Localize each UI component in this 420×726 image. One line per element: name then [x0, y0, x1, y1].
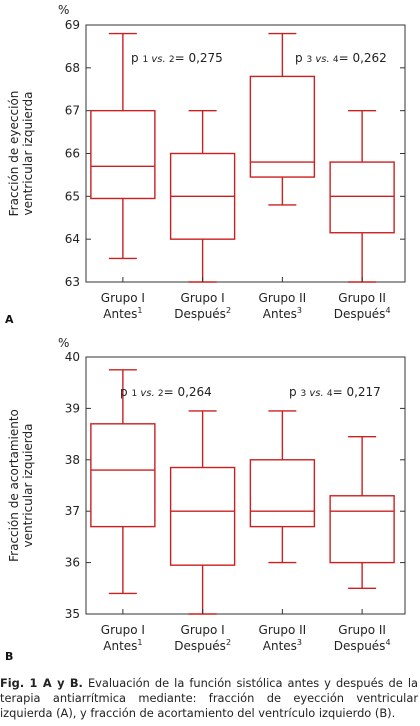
category-superscript: 4 [385, 306, 390, 315]
panel-a-category-sublabel: Antes1 [103, 306, 142, 321]
group-index-a: 1 [142, 55, 148, 65]
category-superscript: 2 [226, 638, 231, 647]
caption-label: Fig. 1 A y B. [0, 676, 83, 690]
p-value: = 0,264 [164, 385, 212, 399]
panel-b-box-3 [249, 410, 316, 564]
p-symbol: p [131, 51, 142, 65]
panel-b-y-axis-label: Fracción de acortamiento [7, 409, 21, 562]
panel-b-box-2 [169, 410, 236, 615]
panel-a-ytick-label: 68 [65, 61, 80, 75]
group-index-a: 3 [306, 55, 312, 65]
vs-text: vs. [137, 388, 158, 399]
panel-a-ytick-label: 64 [65, 232, 80, 246]
p-value: = 0,275 [175, 51, 223, 65]
p-symbol: p [295, 51, 306, 65]
panel-b-category-label: Grupo I [181, 623, 225, 637]
panel-a-ytick-label: 63 [65, 275, 80, 289]
panel-a-y-axis-label: ventricular izquierda [21, 92, 35, 216]
category-phase: Antes [263, 639, 297, 653]
panel-b-box-1 [90, 369, 156, 595]
panel-a-chart: % 63 64 65 66 67 68 69 Fracción de eyección ventr… [5, 3, 406, 326]
panel-b-ytick-label: 39 [65, 401, 80, 415]
panel-b-category-sublabel: Después2 [174, 638, 231, 653]
iqr-box [249, 459, 316, 528]
panel-b-p-value-annotation: p 3 vs. 4= 0,217 [289, 385, 381, 399]
category-superscript: 2 [226, 306, 231, 315]
panel-a-category-sublabel: Antes3 [263, 306, 302, 321]
caption-text: Evaluación de la función sistólica antes… [0, 676, 418, 720]
category-phase: Después [174, 639, 226, 653]
category-superscript: 3 [297, 638, 302, 647]
panel-b-category-sublabel: Antes3 [263, 638, 302, 653]
panel-a-box-3 [249, 32, 316, 206]
p-value: = 0,262 [339, 51, 387, 65]
panel-b-ytick-label: 37 [65, 504, 80, 518]
iqr-box [329, 161, 395, 234]
category-superscript: 3 [297, 306, 302, 315]
group-index-b: 4 [327, 389, 333, 399]
panel-a-unit-label: % [58, 3, 69, 17]
panel-a-category-sublabel: Después2 [174, 306, 231, 321]
panel-a-ytick-label: 69 [65, 18, 80, 32]
iqr-box [249, 75, 316, 178]
vs-text: vs. [148, 54, 169, 65]
panel-a-category-label: Grupo II [259, 291, 307, 305]
panel-b-ytick-label: 35 [65, 607, 80, 621]
panel-b-category-sublabel: Después4 [334, 638, 391, 653]
iqr-box [329, 495, 395, 564]
panel-b-category-label: Grupo II [338, 623, 386, 637]
panel-a-category-label: Grupo I [101, 291, 145, 305]
panel-a-p-value-annotation: p 1 vs. 2= 0,275 [131, 51, 223, 65]
panel-a-ytick-label: 67 [65, 104, 80, 118]
vs-text: vs. [306, 388, 327, 399]
panel-b-ytick-label: 38 [65, 453, 80, 467]
panel-b-unit-label: % [58, 336, 69, 350]
vs-text: vs. [312, 54, 333, 65]
group-index-b: 4 [333, 55, 339, 65]
group-index-b: 2 [158, 389, 164, 399]
category-superscript: 1 [137, 638, 142, 647]
category-superscript: 1 [137, 306, 142, 315]
panel-b-category-label: Grupo II [259, 623, 307, 637]
category-phase: Después [334, 639, 386, 653]
panel-b-panel-label: B [5, 650, 13, 663]
panel-a-p-value-annotation: p 3 vs. 4= 0,262 [295, 51, 387, 65]
figure-caption: Fig. 1 A y B. Evaluación de la función s… [0, 676, 418, 721]
panel-b-ytick-label: 40 [65, 350, 80, 364]
iqr-box [90, 423, 156, 528]
panel-a-ytick-label: 65 [65, 189, 80, 203]
category-superscript: 4 [385, 638, 390, 647]
panel-a-y-axis-label: Fracción de eyección [7, 91, 21, 217]
panel-a-category-label: Grupo II [338, 291, 386, 305]
group-index-b: 2 [169, 55, 175, 65]
panel-a-category-label: Grupo I [181, 291, 225, 305]
panel-a-box-2 [169, 109, 236, 283]
category-phase: Antes [263, 307, 297, 321]
iqr-box [90, 109, 156, 200]
group-index-a: 3 [300, 389, 306, 399]
panel-b-box-4 [329, 435, 395, 589]
panel-a-category-sublabel: Después4 [334, 306, 391, 321]
panel-b-y-axis-label: ventricular izquierda [21, 424, 35, 548]
panel-a-box-1 [90, 32, 156, 260]
panel-b-plot-frame [85, 356, 406, 615]
p-value: = 0,217 [333, 385, 381, 399]
panel-b-chart: % 35 36 37 38 39 40 Fracción de acortamiento ven… [5, 336, 406, 663]
panel-b-ytick-label: 36 [65, 556, 80, 570]
panel-a-ytick-label: 66 [65, 147, 80, 161]
iqr-box [169, 466, 236, 566]
category-phase: Antes [103, 307, 137, 321]
category-phase: Después [334, 307, 386, 321]
panel-a-box-4 [329, 109, 395, 283]
panel-b-category-label: Grupo I [101, 623, 145, 637]
p-symbol: p [289, 385, 300, 399]
panel-a-panel-label: A [5, 313, 14, 326]
category-phase: Después [174, 307, 226, 321]
panel-b-category-sublabel: Antes1 [103, 638, 142, 653]
group-index-a: 1 [131, 389, 137, 399]
category-phase: Antes [103, 639, 137, 653]
p-symbol: p [120, 385, 131, 399]
panel-b-p-value-annotation: p 1 vs. 2= 0,264 [120, 385, 212, 399]
